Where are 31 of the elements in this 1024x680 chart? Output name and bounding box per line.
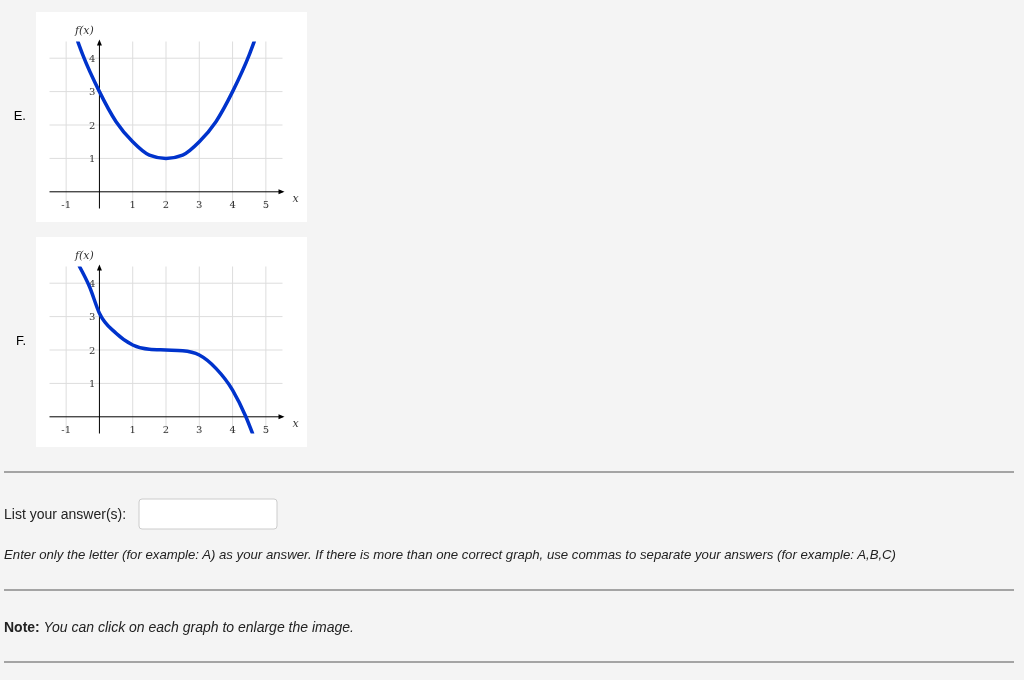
- y-tick-label: 4: [89, 52, 96, 64]
- y-tick-label: 4: [89, 277, 96, 289]
- text: List your answer(s):: [4, 506, 127, 522]
- y-tick-label: 2: [89, 119, 96, 131]
- x-tick-label: -1: [61, 198, 72, 210]
- x-tick-label: 1: [129, 423, 136, 435]
- y-axis-title: f(x): [74, 248, 94, 262]
- y-tick-label: 3: [89, 86, 96, 98]
- y-axis-title: f(x): [74, 23, 94, 37]
- x-axis-title: x: [292, 191, 300, 205]
- x-tick-label: 4: [229, 423, 236, 435]
- y-tick-label: 2: [89, 344, 96, 356]
- y-tick-label: 1: [89, 152, 96, 164]
- text: Note: You can click on each graph to enlarge the image.: [4, 619, 354, 635]
- text: E.: [13, 108, 26, 123]
- x-tick-label: 5: [262, 423, 270, 435]
- x-tick-label: 1: [129, 198, 136, 210]
- x-tick-label: 3: [196, 423, 203, 435]
- y-tick-label: 1: [89, 377, 96, 389]
- x-tick-label: 2: [162, 423, 170, 435]
- text: Enter only the letter (for example: A) as your answer. If there is more than one correct graph, use commas to separate your answers (for example: A,B,C): [4, 547, 897, 562]
- line-series: [76, 41, 256, 161]
- y-tick-label: 3: [89, 311, 96, 323]
- x-axis-title: x: [292, 416, 300, 430]
- x-tick-label: 5: [262, 198, 270, 210]
- x-tick-label: 3: [196, 198, 203, 210]
- line-series: [77, 266, 255, 434]
- text: F.: [15, 333, 26, 348]
- x-tick-label: 2: [162, 198, 170, 210]
- x-tick-label: -1: [61, 423, 72, 435]
- x-tick-label: 4: [229, 198, 236, 210]
